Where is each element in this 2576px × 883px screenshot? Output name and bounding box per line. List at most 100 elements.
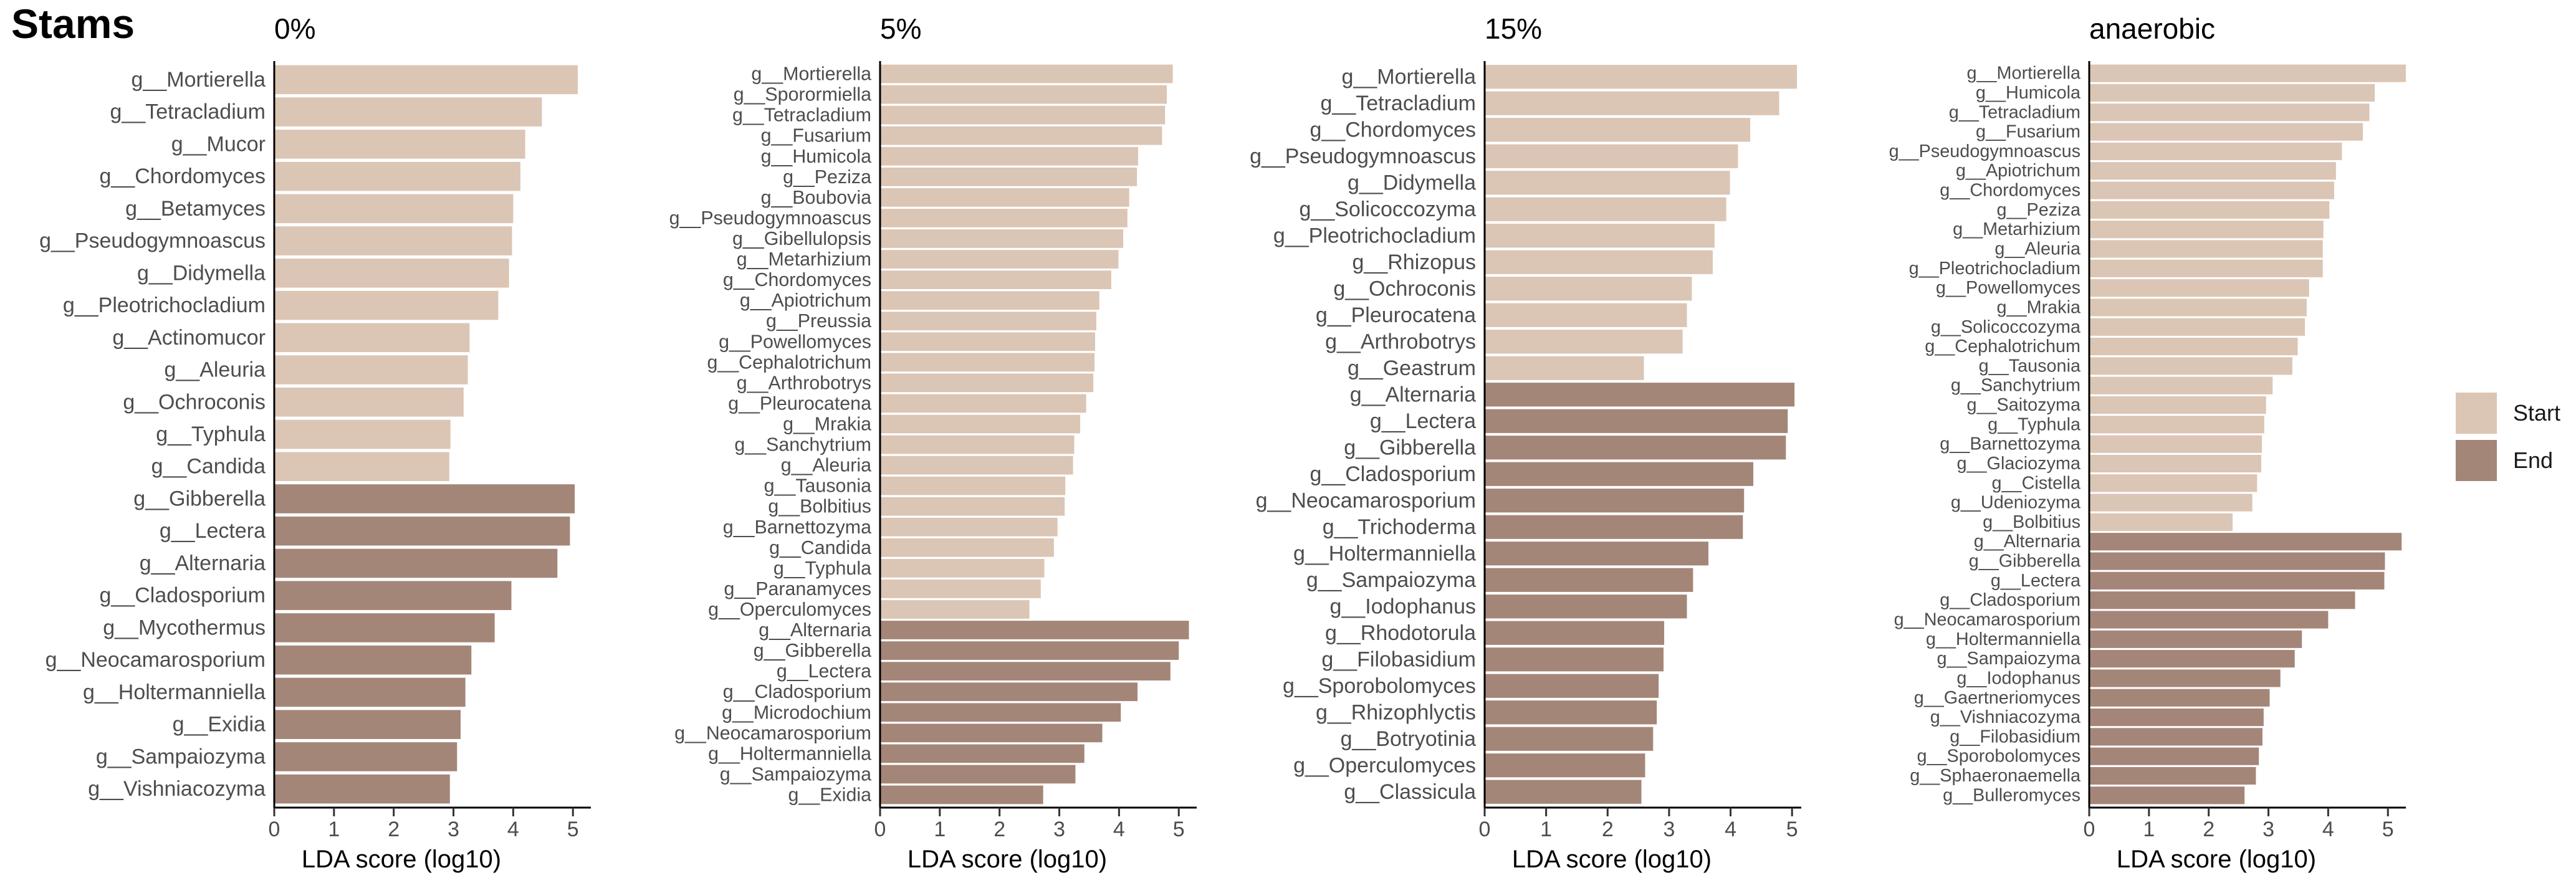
- x-tick-label: 4: [507, 818, 519, 841]
- bar: [2089, 318, 2305, 336]
- legend-label-start: Start: [2513, 400, 2561, 426]
- x-axis-label: LDA score (log10): [907, 846, 1107, 873]
- x-tick-label: 4: [2322, 818, 2334, 841]
- bar: [274, 613, 495, 642]
- category-label: g__Paranamyces: [724, 578, 871, 599]
- category-label: g__Chordomyces: [1310, 118, 1476, 141]
- category-label: g__Sanchytrium: [1951, 376, 2080, 396]
- bar: [880, 744, 1085, 763]
- bar: [880, 332, 1096, 351]
- bar: [880, 270, 1111, 289]
- bar: [2089, 708, 2264, 727]
- bar: [2089, 513, 2233, 532]
- bar: [274, 710, 461, 739]
- category-label: g__Aleuria: [781, 455, 871, 476]
- category-label: g__Gibberella: [1344, 436, 1476, 459]
- bar: [880, 146, 1139, 166]
- x-tick-label: 1: [1540, 818, 1552, 841]
- category-label: g__Pseudogymnoascus: [1889, 141, 2080, 161]
- category-label: g__Metarhizium: [1953, 219, 2080, 239]
- panel-title: 0%: [274, 12, 315, 45]
- bar: [2089, 396, 2266, 414]
- bar: [1485, 647, 1664, 672]
- bar: [2089, 142, 2342, 161]
- category-label: g__Tausonia: [764, 475, 871, 497]
- category-label: g__Neocamarosporium: [674, 722, 871, 743]
- bar: [2089, 279, 2309, 297]
- category-label: g__Cladosporium: [100, 584, 266, 608]
- bar: [274, 161, 520, 191]
- category-label: g__Rhizopus: [1353, 251, 1476, 274]
- category-label: g__Pleotrichocladium: [1273, 224, 1476, 247]
- category-label: g__Powellomyces: [1936, 278, 2080, 298]
- category-label: g__Humicola: [761, 146, 871, 167]
- category-label: g__Filobasidium: [1321, 647, 1476, 671]
- bar: [274, 677, 466, 707]
- category-label: g__Exidia: [173, 713, 266, 737]
- bar: [1485, 303, 1687, 327]
- category-label: g__Aleuria: [1994, 239, 2081, 259]
- category-label: g__Cistella: [1992, 473, 2081, 493]
- category-label: g__Pseudogymnoascus: [1250, 145, 1476, 168]
- bar: [880, 785, 1043, 804]
- x-tick-label: 3: [1663, 818, 1675, 841]
- bar: [880, 517, 1058, 537]
- bar: [274, 290, 499, 320]
- x-tick-label: 3: [448, 818, 459, 841]
- category-label: g__Boubovia: [761, 187, 872, 208]
- category-label: g__Tetracladium: [1949, 102, 2080, 122]
- bar: [1485, 250, 1713, 274]
- bar: [2089, 747, 2259, 765]
- chart-panel-3: 15% g__Mortierella g__Tetracladium g__Chord…: [1250, 12, 1801, 873]
- bar: [880, 621, 1189, 639]
- category-label: g__Bulleromyces: [1943, 785, 2080, 805]
- bar: [2089, 650, 2295, 668]
- bar: [1485, 780, 1642, 804]
- x-tick-label: 5: [1173, 818, 1185, 841]
- bar: [2089, 201, 2330, 219]
- bar: [274, 548, 558, 578]
- bar: [880, 476, 1066, 495]
- category-label: g__Exidia: [788, 784, 872, 805]
- category-label: g__Mrakia: [783, 413, 871, 434]
- bar: [880, 682, 1138, 702]
- bar: [1485, 515, 1743, 539]
- x-tick-label: 2: [1602, 818, 1614, 841]
- x-tick-label: 3: [2262, 818, 2274, 841]
- category-label: g__Sanchytrium: [734, 434, 871, 456]
- category-label: g__Neocamarosporium: [45, 648, 266, 672]
- bar: [880, 167, 1137, 186]
- bar: [880, 291, 1099, 310]
- category-label: g__Typhula: [1988, 414, 2081, 434]
- x-tick-label: 0: [874, 818, 886, 841]
- category-label: g__Typhula: [156, 422, 266, 446]
- bar: [274, 355, 468, 384]
- bar: [2089, 689, 2270, 707]
- category-label: g__Actinomucor: [112, 326, 266, 350]
- x-tick-label: 4: [1725, 818, 1736, 841]
- bar: [274, 194, 514, 224]
- bar: [1485, 383, 1795, 407]
- x-tick-label: 0: [269, 818, 280, 841]
- bar: [1485, 594, 1687, 619]
- bar: [274, 774, 450, 804]
- bar: [1485, 542, 1709, 566]
- bar: [1485, 727, 1654, 751]
- category-label: g__Fusarium: [1976, 122, 2080, 142]
- bar: [274, 516, 570, 546]
- category-label: g__Sampaiozyma: [1937, 649, 2080, 669]
- bar: [880, 209, 1128, 227]
- x-tick-label: 1: [328, 818, 340, 841]
- category-label: g__Lectera: [160, 519, 266, 543]
- x-tick-label: 3: [1053, 818, 1065, 841]
- category-label: g__Barnettozyma: [723, 517, 871, 538]
- bar: [2089, 123, 2363, 141]
- bar: [880, 497, 1065, 516]
- category-label: g__Alternaria: [140, 551, 266, 575]
- bar: [2089, 259, 2323, 277]
- category-label: g__Pleotrichocladium: [1909, 259, 2080, 279]
- bar: [2089, 416, 2264, 434]
- x-axis-label: LDA score (log10): [302, 846, 501, 873]
- bar: [880, 456, 1073, 475]
